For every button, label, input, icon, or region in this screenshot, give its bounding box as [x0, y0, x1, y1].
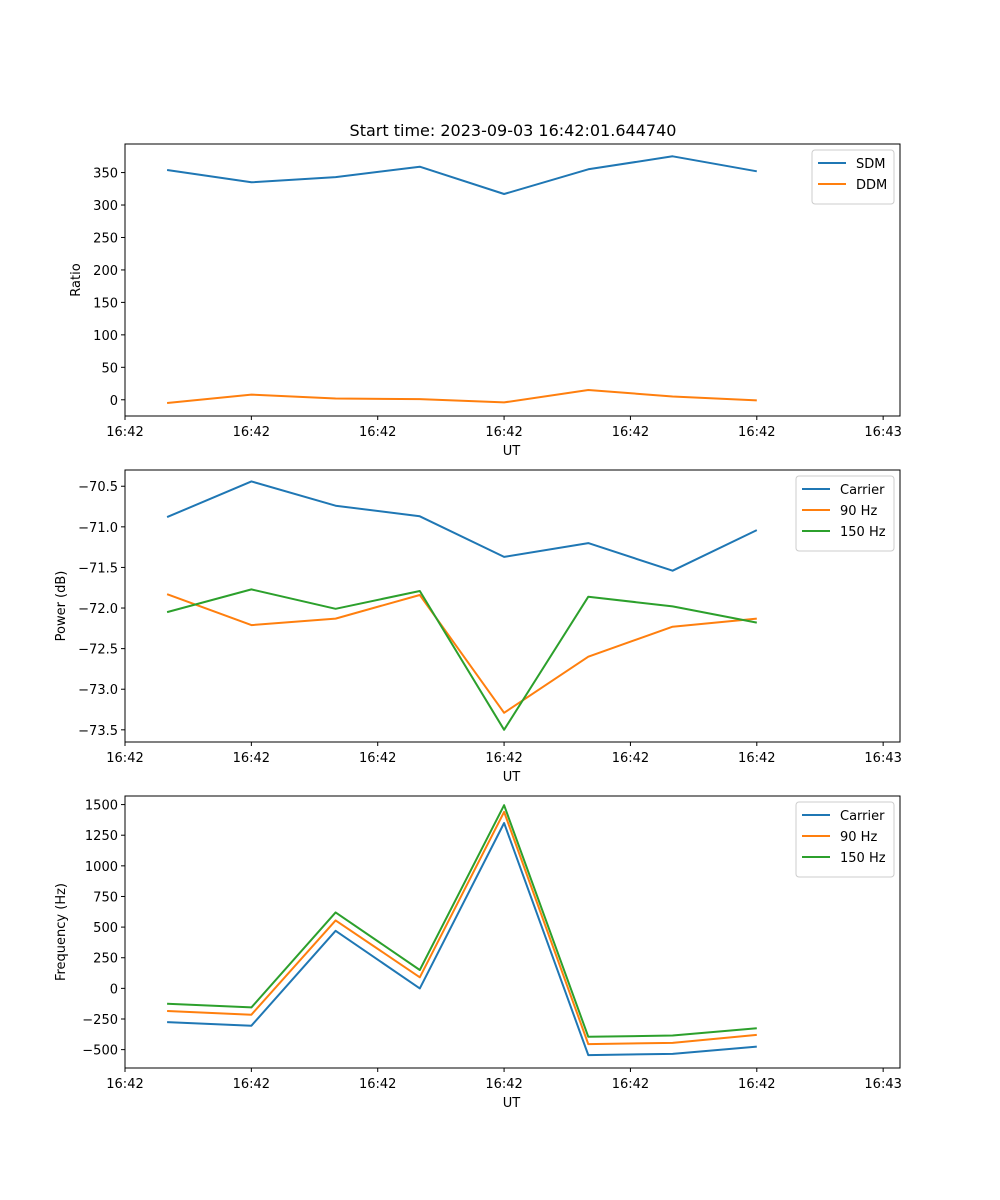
freq-y-tick-label: 250	[93, 952, 118, 967]
ratio-x-tick-label: 16:42	[233, 425, 270, 440]
freq-y-tick-label: 0	[110, 982, 118, 997]
freq-x-tick-label: 16:42	[233, 1077, 270, 1092]
panel-ratio-plot: 16:42 16:42 16:42 16:42 16:42 16:42 16:43 0 50 10…	[69, 143, 902, 459]
power-series-line-150-hz	[166, 588, 757, 731]
power-series-line-carrier	[166, 480, 758, 572]
power-y-tick-label: −72.5	[78, 643, 118, 658]
power-legend-entry: 90 Hz	[840, 504, 877, 519]
ratio-y-tick-label: 0	[110, 394, 118, 409]
ratio-y-tick-label: 250	[93, 231, 118, 246]
power-y-tick-label: −72.0	[78, 602, 118, 617]
power-axes-frame	[124, 469, 901, 743]
power-y-tick-label: −73.0	[78, 683, 118, 698]
freq-x-tick-label: 16:42	[485, 1077, 522, 1092]
ratio-x-tick-label: 16:42	[485, 425, 522, 440]
panel-frequency: 16:42 16:42 16:42 16:42 16:42 16:42 16:43 1500 1…	[54, 795, 902, 1111]
freq-series-line-90-hz	[167, 810, 757, 1046]
panel-power-plot: 16:42 16:42 16:42 16:42 16:42 16:42 16:43 −70.5…	[54, 469, 902, 785]
freq-legend-entry: Carrier	[840, 809, 885, 824]
ratio-y-tick-label: 350	[93, 167, 118, 182]
power-x-tick-label: 16:42	[738, 751, 775, 766]
power-y-axis-label: Power (dB)	[54, 571, 69, 642]
power-x-tick-label: 16:42	[485, 751, 522, 766]
power-legend	[795, 475, 895, 552]
power-x-tick-label: 16:43	[864, 751, 901, 766]
power-y-tick-label: −71.0	[78, 521, 118, 536]
power-x-tick-label: 16:42	[233, 751, 270, 766]
panel-ratio: 16:42 16:42 16:42 16:42 16:42 16:42 16:43 0 50 10…	[69, 143, 902, 459]
freq-series-line-150-hz	[167, 804, 757, 1038]
ratio-y-tick-label: 100	[93, 329, 118, 344]
panel-frequency-plot: 16:42 16:42 16:42 16:42 16:42 16:42 16:43 1500 1…	[54, 795, 902, 1111]
ratio-x-tick-label: 16:42	[738, 425, 775, 440]
ratio-legend-entry: SDM	[856, 157, 885, 172]
freq-x-tick-label: 16:42	[359, 1077, 396, 1092]
freq-x-axis-label: UT	[503, 1096, 521, 1111]
figure-title: Start time: 2023-09-03 16:42:01.644740	[350, 121, 677, 140]
freq-legend-entry: 150 Hz	[840, 851, 886, 866]
ratio-y-tick-label: 150	[93, 296, 118, 311]
ratio-x-tick-label: 16:42	[359, 425, 396, 440]
ratio-x-tick-label: 16:43	[864, 425, 901, 440]
freq-y-tick-label: −250	[82, 1013, 118, 1028]
freq-y-tick-label: −500	[82, 1044, 118, 1059]
freq-y-tick-label: 500	[93, 921, 118, 936]
ratio-axes-frame	[124, 143, 901, 417]
power-legend-entry: 150 Hz	[840, 525, 886, 540]
ratio-series-line-ddm	[167, 389, 757, 404]
ratio-y-axis-label: Ratio	[69, 263, 84, 296]
power-x-axis-label: UT	[503, 770, 521, 785]
freq-legend-entry: 90 Hz	[840, 830, 877, 845]
ratio-y-tick-label: 50	[101, 361, 118, 376]
power-legend-entry: Carrier	[840, 483, 885, 498]
power-y-tick-label: −73.5	[78, 724, 118, 739]
power-x-tick-label: 16:42	[106, 751, 143, 766]
freq-series-line-carrier	[167, 822, 757, 1057]
freq-x-tick-label: 16:42	[738, 1077, 775, 1092]
freq-y-axis-label: Frequency (Hz)	[54, 883, 69, 981]
freq-axes-frame	[124, 795, 901, 1069]
ratio-x-tick-label: 16:42	[612, 425, 649, 440]
ratio-series-line-sdm	[166, 155, 757, 195]
power-x-tick-label: 16:42	[612, 751, 649, 766]
ratio-x-tick-label: 16:42	[106, 425, 143, 440]
freq-x-tick-label: 16:43	[864, 1077, 901, 1092]
freq-y-tick-label: 750	[93, 890, 118, 905]
ratio-y-tick-label: 200	[93, 264, 118, 279]
freq-legend	[795, 801, 895, 878]
power-y-tick-label: −70.5	[78, 480, 118, 495]
panel-power: 16:42 16:42 16:42 16:42 16:42 16:42 16:43 −70.5…	[54, 469, 902, 785]
ratio-x-axis-label: UT	[503, 444, 521, 459]
freq-x-tick-label: 16:42	[106, 1077, 143, 1092]
ratio-y-tick-label: 300	[93, 199, 118, 214]
power-y-tick-label: −71.5	[78, 561, 118, 576]
freq-y-tick-label: 1500	[85, 799, 118, 814]
power-x-tick-label: 16:42	[359, 751, 396, 766]
freq-x-tick-label: 16:42	[612, 1077, 649, 1092]
power-series-line-90-hz	[166, 593, 757, 714]
ratio-legend-entry: DDM	[856, 178, 887, 193]
freq-y-tick-label: 1250	[85, 829, 118, 844]
freq-y-tick-label: 1000	[85, 860, 118, 875]
